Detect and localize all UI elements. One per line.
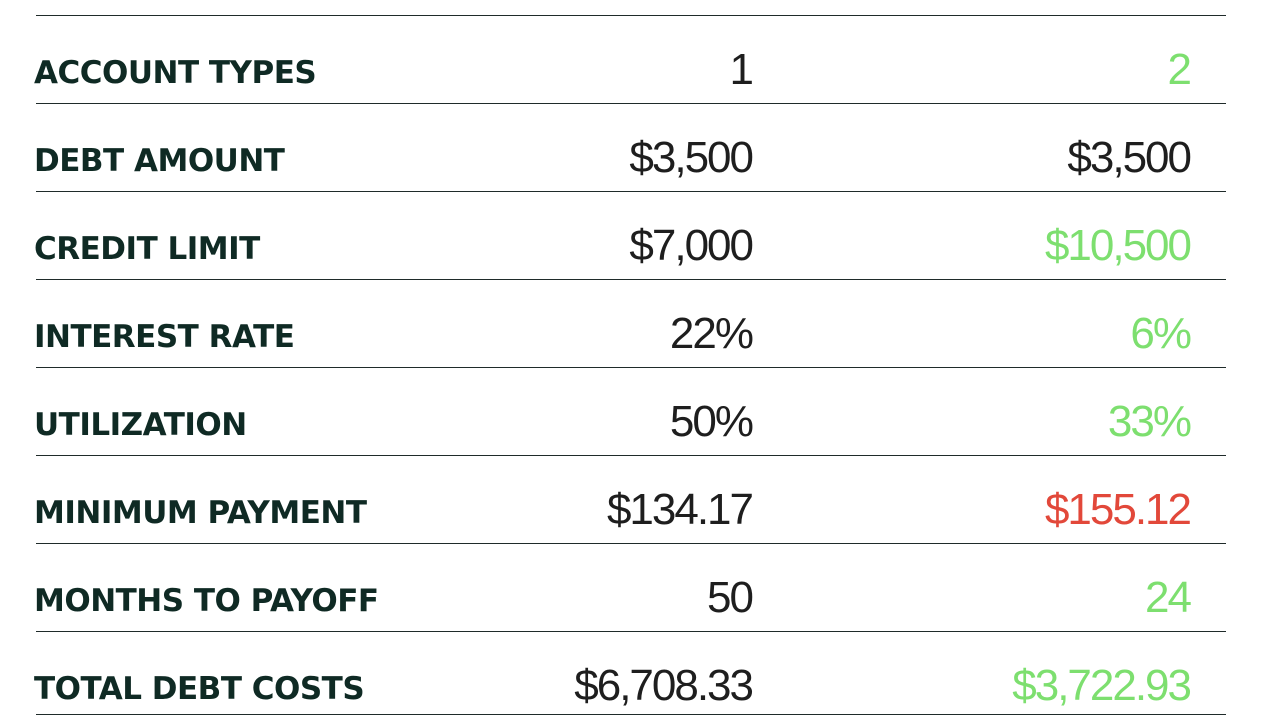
row-label: TOTAL DEBT COSTS: [34, 671, 365, 707]
row-label: DEBT AMOUNT: [34, 143, 285, 179]
row-label: ACCOUNT TYPES: [34, 55, 317, 91]
row-divider: [36, 631, 1226, 632]
row-label: MINIMUM PAYMENT: [34, 495, 367, 531]
row-label: INTEREST RATE: [34, 319, 295, 355]
new-value: 33%: [1107, 397, 1192, 446]
row-divider: [36, 367, 1226, 368]
current-value: $6,708.33: [574, 661, 754, 710]
new-value: $3,722.93: [1012, 661, 1192, 710]
current-value: $134.17: [606, 485, 754, 534]
row-divider: [36, 279, 1226, 280]
row-divider: [36, 543, 1226, 544]
row-label: UTILIZATION: [34, 407, 247, 443]
row-label: CREDIT LIMIT: [34, 231, 260, 267]
new-value: 6%: [1130, 309, 1192, 358]
row-label: MONTHS TO PAYOFF: [34, 583, 379, 619]
current-value: 1: [729, 45, 754, 94]
current-value: 50%: [669, 397, 754, 446]
current-value: $7,000: [629, 221, 754, 270]
row-divider: [36, 455, 1226, 456]
row-divider: [36, 103, 1226, 104]
current-value: 50: [707, 573, 754, 622]
new-value: 24: [1145, 573, 1192, 622]
new-value: 2: [1167, 45, 1192, 94]
row-divider: [36, 714, 1226, 715]
current-value: $3,500: [629, 133, 754, 182]
row-divider: [36, 191, 1226, 192]
new-value: $10,500: [1044, 221, 1192, 270]
new-value: $3,500: [1067, 133, 1192, 182]
current-value: 22%: [669, 309, 754, 358]
row-divider: [36, 15, 1226, 16]
new-value: $155.12: [1044, 485, 1192, 534]
